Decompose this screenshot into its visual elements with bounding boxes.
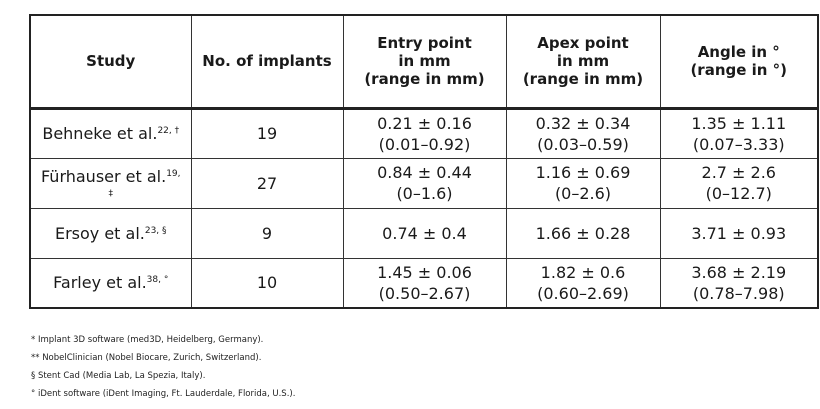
- study-cell: Fürhauser et al.19, ‡: [29, 157, 192, 209]
- header-row: Study No. of implants Entry point in mm …: [29, 14, 819, 110]
- footnote: § Stent Cad (Media Lab, La Spezia, Italy…: [31, 371, 206, 381]
- apex-cell: 1.16 ± 0.69 (0–2.6): [505, 157, 661, 209]
- implants-cell: 9: [190, 207, 344, 259]
- footnotes: * Implant 3D software (med3D, Heidelberg…: [31, 331, 295, 403]
- footnote: ** NobelClinician (Nobel Biocare, Zurich…: [31, 353, 262, 363]
- table-row: Farley et al.38, ° 10 1.45 ± 0.06 (0.50–2…: [29, 257, 819, 309]
- header-angle: Angle in ° (range in °): [659, 14, 819, 110]
- table-row: Behneke et al.22, † 19 0.21 ± 0.16 (0.01–…: [29, 107, 819, 159]
- implants-cell: 19: [190, 107, 344, 159]
- study-cell: Ersoy et al.23, §: [29, 207, 192, 259]
- angle-cell: 1.35 ± 1.11 (0.07–3.33): [659, 107, 819, 159]
- footnote: ° iDent software (iDent Imaging, Ft. Lau…: [31, 389, 296, 399]
- angle-cell: 2.7 ± 2.6 (0–12.7): [659, 157, 819, 209]
- header-implants: No. of implants: [190, 14, 344, 110]
- entry-cell: 0.84 ± 0.44 (0–1.6): [342, 157, 507, 209]
- apex-cell: 1.66 ± 0.28: [505, 207, 661, 259]
- apex-cell: 0.32 ± 0.34 (0.03–0.59): [505, 107, 661, 159]
- footnote: * Implant 3D software (med3D, Heidelberg…: [31, 335, 264, 345]
- study-cell: Farley et al.38, °: [29, 257, 192, 309]
- results-table: Study No. of implants Entry point in mm …: [29, 14, 819, 309]
- entry-cell: 0.21 ± 0.16 (0.01–0.92): [342, 107, 507, 159]
- angle-cell: 3.71 ± 0.93: [659, 207, 819, 259]
- angle-cell: 3.68 ± 2.19 (0.78–7.98): [659, 257, 819, 309]
- implants-cell: 27: [190, 157, 344, 209]
- apex-cell: 1.82 ± 0.6 (0.60–2.69): [505, 257, 661, 309]
- table-row: Fürhauser et al.19, ‡ 27 0.84 ± 0.44 (0–1.…: [29, 157, 819, 209]
- table-row: Ersoy et al.23, § 9 0.74 ± 0.4 1.66 ± 0.…: [29, 207, 819, 259]
- study-cell: Behneke et al.22, †: [29, 107, 192, 159]
- entry-cell: 1.45 ± 0.06 (0.50–2.67): [342, 257, 507, 309]
- header-apex: Apex point in mm (range in mm): [505, 14, 661, 110]
- header-study: Study: [29, 14, 192, 110]
- entry-cell: 0.74 ± 0.4: [342, 207, 507, 259]
- header-entry: Entry point in mm (range in mm): [342, 14, 507, 110]
- implants-cell: 10: [190, 257, 344, 309]
